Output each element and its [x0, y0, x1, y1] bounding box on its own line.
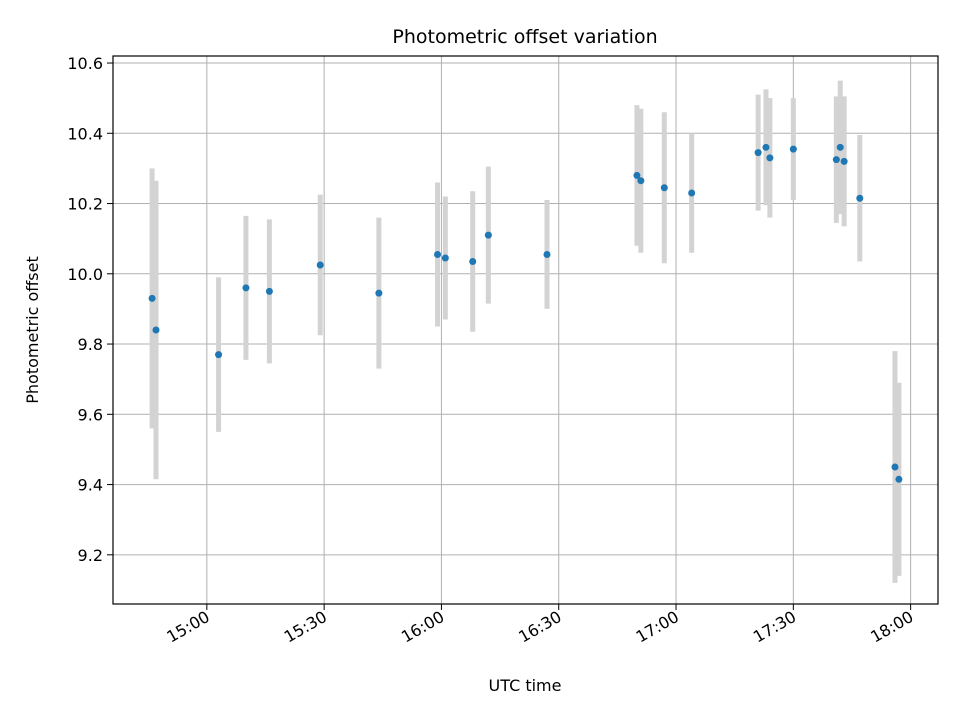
y-tick-label: 9.2 [78, 546, 103, 565]
y-axis-title: Photometric offset [23, 256, 42, 404]
data-point [688, 189, 696, 197]
data-point [766, 154, 774, 162]
data-point [895, 475, 903, 483]
data-point [148, 294, 156, 302]
data-point [660, 184, 668, 192]
data-point [840, 157, 848, 165]
y-tick-label: 10.4 [67, 124, 103, 143]
y-tick-label: 10.6 [67, 54, 103, 73]
data-point [762, 143, 770, 151]
data-point [441, 254, 449, 262]
data-point [265, 287, 273, 295]
data-point [242, 284, 250, 292]
data-point [637, 177, 645, 185]
data-point [832, 156, 840, 164]
data-point [316, 261, 324, 269]
data-point [543, 250, 551, 258]
y-tick-label: 10.2 [67, 195, 103, 214]
data-point [215, 351, 223, 359]
data-point [856, 194, 864, 202]
data-point [484, 231, 492, 239]
data-point [375, 289, 383, 297]
data-point [754, 149, 762, 157]
data-point [469, 258, 477, 265]
x-axis-title: UTC time [489, 676, 562, 695]
y-tick-label: 9.4 [78, 476, 103, 495]
y-tick-label: 9.8 [78, 335, 103, 354]
data-point [836, 143, 844, 151]
data-point [152, 326, 160, 334]
data-point [434, 250, 442, 258]
y-axis: 9.2 9.4 9.6 9.8 10.0 10.2 10.4 10.6 [67, 54, 113, 565]
data-point [891, 463, 899, 471]
data-points [148, 143, 903, 483]
plot-frame [112, 55, 939, 605]
data-point [633, 171, 641, 179]
data-point [789, 145, 797, 153]
y-tick-label: 10.0 [67, 265, 103, 284]
y-tick-label: 9.6 [78, 405, 103, 424]
chart-title: Photometric offset variation [392, 26, 657, 48]
